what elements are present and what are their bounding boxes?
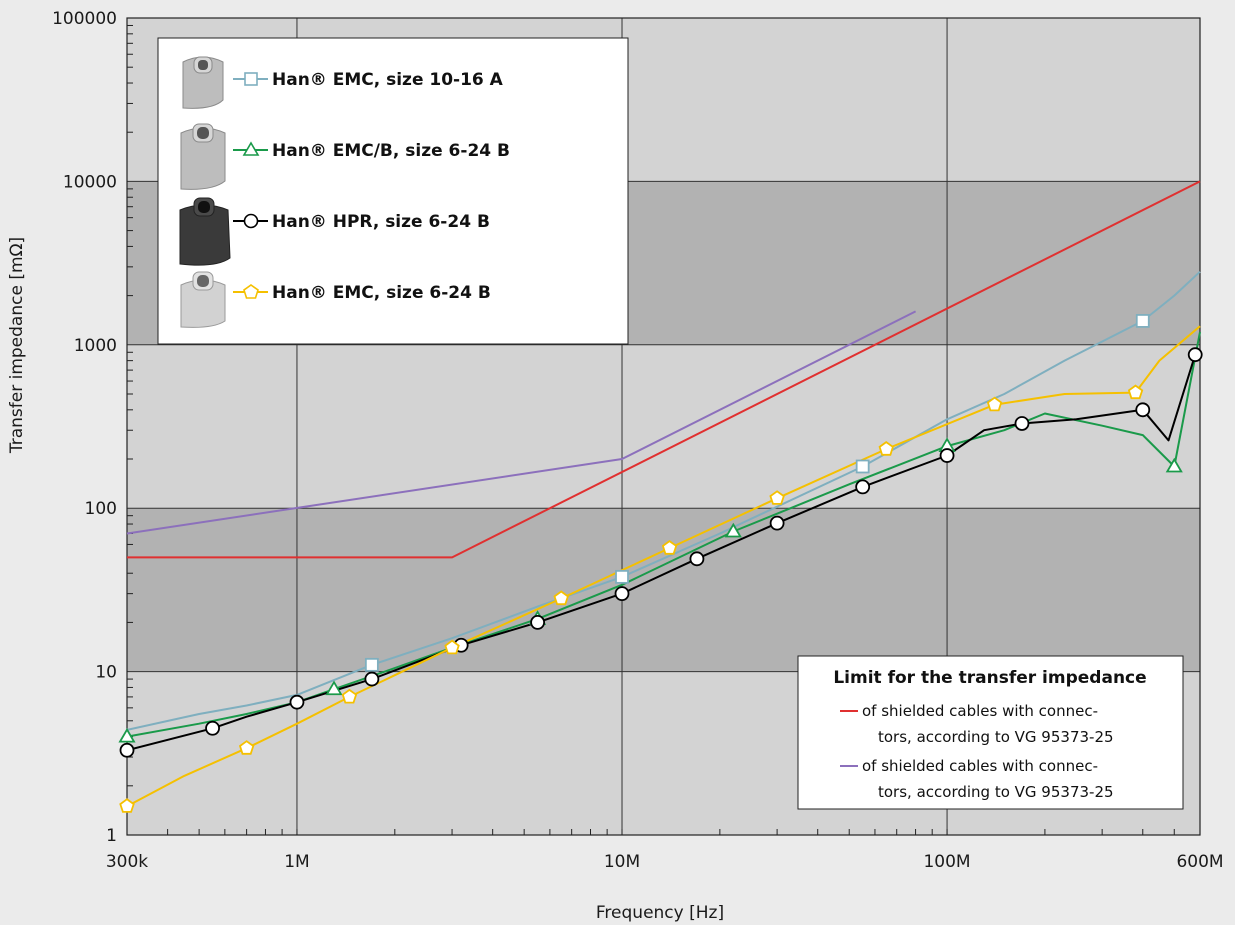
series-markers (118, 314, 1203, 813)
series-line-limit (127, 180, 1201, 559)
y-tick-label: 10 (95, 663, 117, 683)
marker-han-emc-size-6-24-b (444, 639, 460, 655)
x-tick-label: 600M (1176, 852, 1223, 872)
marker-han-emc-size-10-16-a (1135, 314, 1150, 328)
limit-purple-line2: tors, according to VG 95373-25 (878, 783, 1114, 801)
limit-red-line2: tors, according to VG 95373-25 (878, 728, 1114, 746)
y-tick-label: 100 (85, 499, 117, 519)
series-line-han-hpr-size-6-24-b (126, 354, 1197, 752)
marker-han-hpr-size-6-24-b (939, 448, 955, 463)
marker-han-emc-b-size-6-24-b (724, 522, 742, 538)
x-tick-label: 300k (106, 852, 148, 872)
series-line-limit (126, 310, 917, 535)
legend-label-emc-10-16: Han® EMC, size 10-16 A (272, 70, 504, 90)
marker-han-hpr-size-6-24-b (1187, 347, 1203, 363)
x-axis-label: Frequency [Hz] (596, 903, 724, 923)
marker-han-emc-size-6-24-b (769, 490, 785, 505)
marker-han-emc-size-6-24-b (661, 539, 678, 555)
legend: Han® EMC, size 10-16 A Han® EMC/B, size … (157, 37, 629, 345)
limit-box: Limit for the transfer impedance of shie… (797, 655, 1184, 810)
marker-han-hpr-size-6-24-b (289, 694, 305, 710)
limit-box-title: Limit for the transfer impedance (833, 668, 1146, 688)
connector-image-1 (182, 56, 224, 109)
marker-han-emc-size-6-24-b (1127, 384, 1144, 400)
legend-label-emc-6-24: Han® EMC, size 6-24 B (272, 283, 491, 303)
marker-han-emc-b-size-6-24-b (1165, 457, 1183, 473)
marker-han-hpr-size-6-24-b (364, 671, 380, 687)
marker-han-hpr-size-6-24-b (530, 615, 546, 630)
tick-labels: 300k 1M 10M 100M 600M 1 10 100 1000 10000 100000 (52, 9, 1223, 872)
legend-sample-emc-b (233, 141, 268, 156)
y-tick-label: 100000 (52, 9, 117, 29)
marker-han-hpr-size-6-24-b (689, 551, 705, 567)
marker-han-emc-size-10-16-a (855, 459, 870, 474)
y-tick-label: 1000 (74, 336, 117, 356)
legend-sample-hpr (233, 213, 268, 229)
connector-image-3 (179, 197, 231, 266)
marker-han-hpr-size-6-24-b (1135, 402, 1151, 418)
marker-han-hpr-size-6-24-b (119, 742, 135, 758)
legend-label-emc-b: Han® EMC/B, size 6-24 B (272, 141, 510, 161)
x-tick-label: 10M (604, 852, 640, 872)
x-tick-label: 1M (284, 852, 309, 872)
marker-han-emc-size-6-24-b (341, 688, 358, 704)
marker-han-emc-size-6-24-b (553, 590, 569, 606)
marker-han-emc-size-10-16-a (615, 569, 629, 584)
y-tick-label: 1 (106, 826, 117, 846)
y-axis-label: Transfer impedance [mΩ] (7, 237, 27, 454)
limit-red-line1: of shielded cables with connec- (862, 702, 1098, 720)
decade-band (127, 508, 1200, 672)
marker-han-hpr-size-6-24-b (855, 479, 871, 495)
marker-han-hpr-size-6-24-b (769, 515, 785, 531)
legend-label-hpr: Han® HPR, size 6-24 B (272, 212, 490, 232)
decade-band (127, 344, 1200, 509)
plot-frame (126, 17, 1201, 836)
legend-sample-emc-10-16 (233, 72, 268, 86)
marker-han-hpr-size-6-24-b (1014, 416, 1030, 431)
marker-han-emc-size-10-16-a (364, 657, 379, 672)
marker-han-emc-size-6-24-b (878, 440, 894, 456)
legend-sample-emc-6-24 (233, 284, 268, 299)
connector-image-2 (180, 123, 226, 190)
marker-han-emc-size-6-24-b (119, 798, 135, 813)
connector-image-4 (180, 271, 226, 328)
marker-han-hpr-size-6-24-b (205, 720, 220, 736)
marker-han-hpr-size-6-24-b (614, 586, 630, 602)
series-line-han-emc-size-10-16-a (126, 270, 1201, 731)
y-tick-label: 10000 (63, 172, 117, 192)
limit-purple-line1: of shielded cables with connec- (862, 757, 1098, 775)
marker-han-emc-b-size-6-24-b (325, 680, 343, 696)
marker-han-emc-size-6-24-b (986, 396, 1003, 412)
marker-han-emc-size-6-24-b (238, 740, 255, 755)
x-tick-label: 100M (923, 852, 970, 872)
marker-han-emc-b-size-6-24-b (118, 727, 136, 743)
